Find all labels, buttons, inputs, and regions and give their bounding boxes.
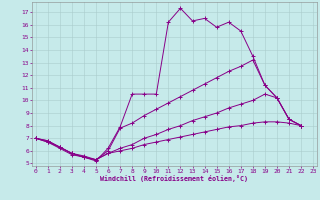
X-axis label: Windchill (Refroidissement éolien,°C): Windchill (Refroidissement éolien,°C) [100, 175, 248, 182]
